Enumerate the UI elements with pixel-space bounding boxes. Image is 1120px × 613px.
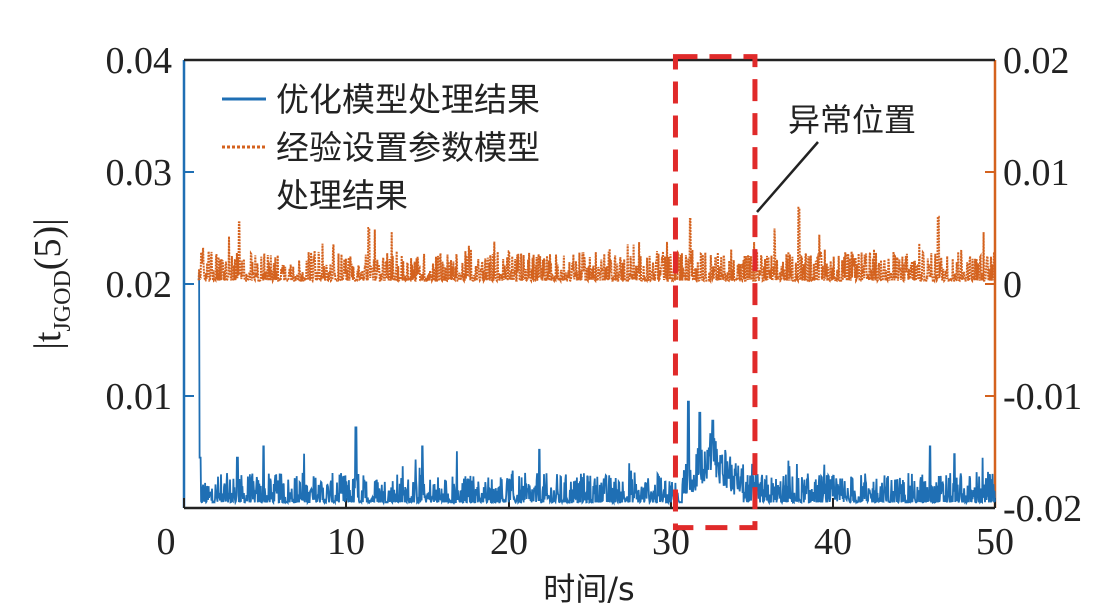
y-axis-label-sub: JGOD <box>50 270 76 331</box>
left-y-ticks: 0.01 0.02 0.03 0.04 <box>106 40 194 418</box>
y-axis-label-main: |t <box>27 331 69 350</box>
x-tick-label: 10 <box>327 521 365 563</box>
legend: 优化模型处理结果 经验设置参数模型 处理结果 <box>222 80 540 215</box>
series-line-optimized <box>198 271 996 506</box>
y-axis-label-left: |tJGOD(5)| <box>27 218 76 349</box>
legend-label-2a: 经验设置参数模型 <box>276 128 540 167</box>
y-axis-label: |tJGOD(5)| <box>27 218 76 349</box>
right-y-ticks: -0.02 -0.01 0 0.01 0.02 <box>985 40 1082 530</box>
annotation-label: 异常位置 <box>788 101 916 139</box>
right-y-tick-label: 0.02 <box>1003 40 1070 82</box>
left-y-tick-label: 0.03 <box>106 152 173 194</box>
right-y-tick-label: -0.02 <box>1003 488 1082 530</box>
left-y-tick-label: 0.01 <box>106 376 173 418</box>
y-axis-label-tail: (5)| <box>27 218 69 270</box>
x-ticks: 0 10 20 30 40 50 <box>157 498 1014 563</box>
legend-label-2b: 处理结果 <box>276 176 408 215</box>
right-y-tick-label: 0.01 <box>1003 152 1070 194</box>
right-y-tick-label: -0.01 <box>1003 376 1082 418</box>
x-tick-label: 50 <box>976 521 1014 563</box>
annotation-pointer-line <box>756 141 819 213</box>
x-tick-label: 0 <box>157 521 176 563</box>
left-y-tick-label: 0.02 <box>106 264 173 306</box>
series-line-empirical <box>197 206 996 285</box>
series-layer <box>197 206 996 506</box>
x-tick-label: 40 <box>814 521 852 563</box>
x-axis-label: 时间/s <box>543 570 634 608</box>
left-y-tick-label: 0.04 <box>106 40 173 82</box>
legend-label-1: 优化模型处理结果 <box>276 80 540 119</box>
anomaly-highlight-box <box>672 54 758 531</box>
right-y-tick-label: 0 <box>1003 264 1022 306</box>
x-tick-label: 20 <box>490 521 528 563</box>
